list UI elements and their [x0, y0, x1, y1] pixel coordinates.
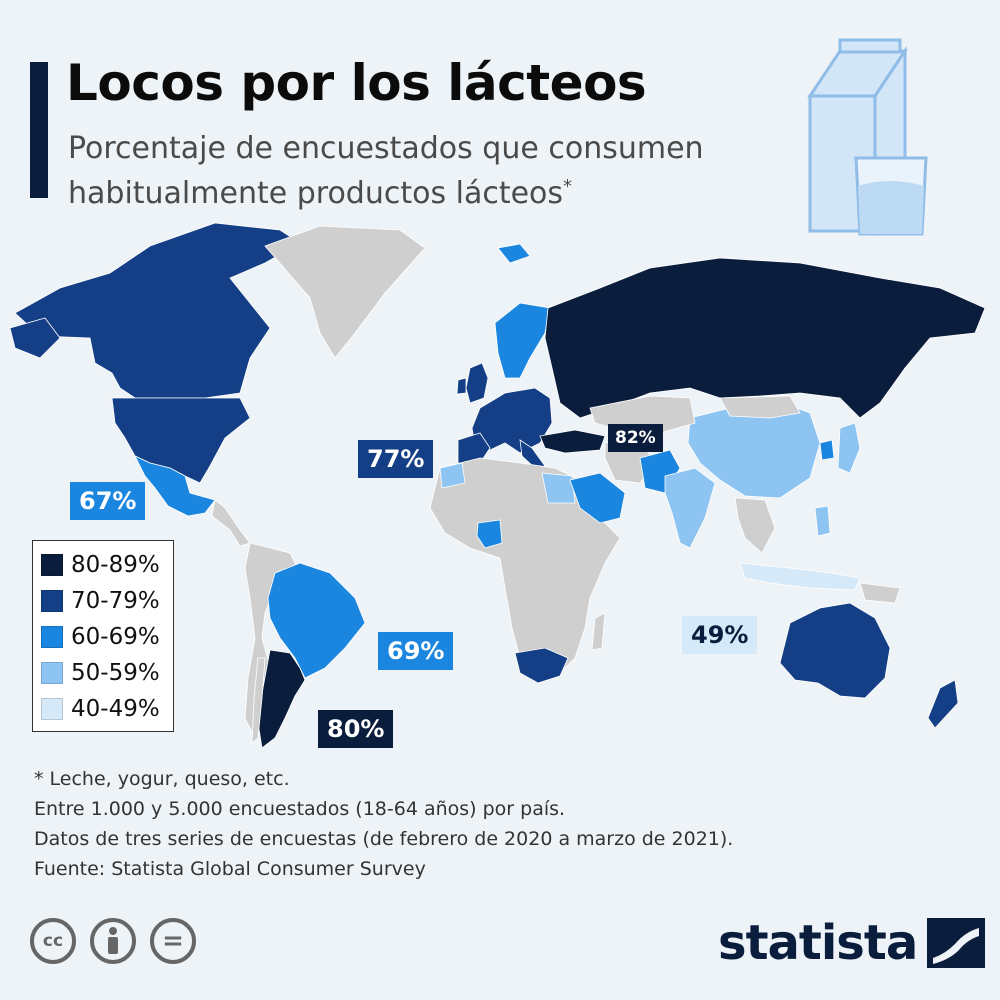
country-iceland	[497, 243, 531, 264]
country-scandinavia	[494, 302, 551, 379]
country-new-guinea	[859, 582, 901, 604]
cc-icon-text: cc	[42, 931, 64, 951]
country-new-zealand	[927, 679, 959, 729]
country-chile	[251, 657, 266, 744]
legend-swatch	[41, 662, 63, 684]
country-madagascar	[591, 612, 606, 651]
equals-icon-text: =	[162, 926, 184, 956]
legend-swatch	[41, 554, 63, 576]
country-south-africa	[514, 647, 569, 684]
by-person-icon[interactable]	[90, 918, 136, 964]
legend-swatch	[41, 590, 63, 612]
country-egypt	[541, 472, 576, 504]
country-australia	[779, 602, 891, 699]
country-indonesia	[739, 562, 861, 591]
legend-item: 70-79%	[41, 583, 165, 619]
country-russia	[544, 257, 986, 419]
callout-indonesia-49: 49%	[682, 616, 758, 654]
country-philippines	[814, 505, 831, 537]
country-spain	[457, 432, 491, 467]
country-brazil	[267, 562, 366, 679]
license-icons: cc =	[30, 918, 196, 964]
callout-mexico-67: 67%	[70, 482, 146, 520]
footnote-period: Datos de tres series de encuestas (de fe…	[34, 828, 734, 850]
footnotes: * Leche, yogur, queso, etc. Entre 1.000 …	[34, 764, 733, 884]
footnote-sample: Entre 1.000 y 5.000 encuestados (18-64 a…	[34, 798, 566, 820]
person-icon	[108, 927, 118, 954]
subtitle-line-1: Porcentaje de encuestados que consumen	[68, 131, 704, 166]
country-japan	[837, 422, 861, 474]
legend-label: 70-79%	[71, 588, 160, 614]
legend-label: 40-49%	[71, 696, 160, 722]
map-legend: 80-89% 70-79% 60-69% 50-59% 40-49%	[32, 540, 174, 732]
legend-item: 40-49%	[41, 691, 165, 727]
page-title: Locos por los lácteos	[66, 54, 647, 112]
subtitle-line-2: habitualmente productos lácteos*	[68, 168, 704, 213]
country-ireland	[456, 377, 467, 395]
subtitle-line-2-text: habitualmente productos lácteos	[68, 176, 564, 211]
brand-name: statista	[718, 915, 918, 971]
footnote-source: Fuente: Statista Global Consumer Survey	[34, 858, 426, 880]
legend-swatch	[41, 698, 63, 720]
cc-icon[interactable]: cc	[30, 918, 76, 964]
equals-icon[interactable]: =	[150, 918, 196, 964]
world-map	[9, 222, 986, 749]
callout-europe-77: 77%	[358, 440, 434, 478]
legend-item: 50-59%	[41, 655, 165, 691]
subtitle-asterisk: *	[563, 176, 573, 197]
country-uk	[465, 362, 489, 404]
callout-brazil-69: 69%	[378, 632, 454, 670]
country-kazakhstan	[589, 395, 696, 434]
country-alaska	[9, 317, 61, 359]
country-mexico	[134, 455, 216, 517]
country-india	[664, 467, 716, 549]
legend-label: 80-89%	[71, 552, 160, 578]
page-subtitle: Porcentaje de encuestados que consumen h…	[68, 130, 704, 213]
callout-argentina-80: 80%	[318, 710, 394, 748]
country-korea	[819, 439, 835, 461]
footnote-asterisk: * Leche, yogur, queso, etc.	[34, 768, 290, 790]
legend-swatch	[41, 626, 63, 648]
statista-brand[interactable]: statista	[718, 915, 986, 971]
country-mongolia	[719, 395, 801, 419]
legend-item: 60-69%	[41, 619, 165, 655]
callout-turkey-82: 82%	[608, 424, 663, 452]
country-saudi-arabia	[569, 472, 626, 524]
africa-other	[429, 457, 621, 681]
statista-logo-icon	[927, 918, 986, 968]
legend-label: 50-59%	[71, 660, 160, 686]
country-morocco	[439, 462, 466, 489]
country-nigeria	[476, 519, 503, 549]
country-usa	[111, 397, 251, 484]
country-southeast-asia	[734, 497, 776, 554]
title-accent-bar	[30, 62, 48, 198]
central-america	[211, 499, 251, 547]
country-greenland	[264, 225, 426, 359]
country-turkey	[539, 429, 606, 454]
milk-carton-glass-icon	[807, 38, 928, 236]
legend-item: 80-89%	[41, 547, 165, 583]
country-canada	[14, 222, 301, 399]
legend-label: 60-69%	[71, 624, 160, 650]
